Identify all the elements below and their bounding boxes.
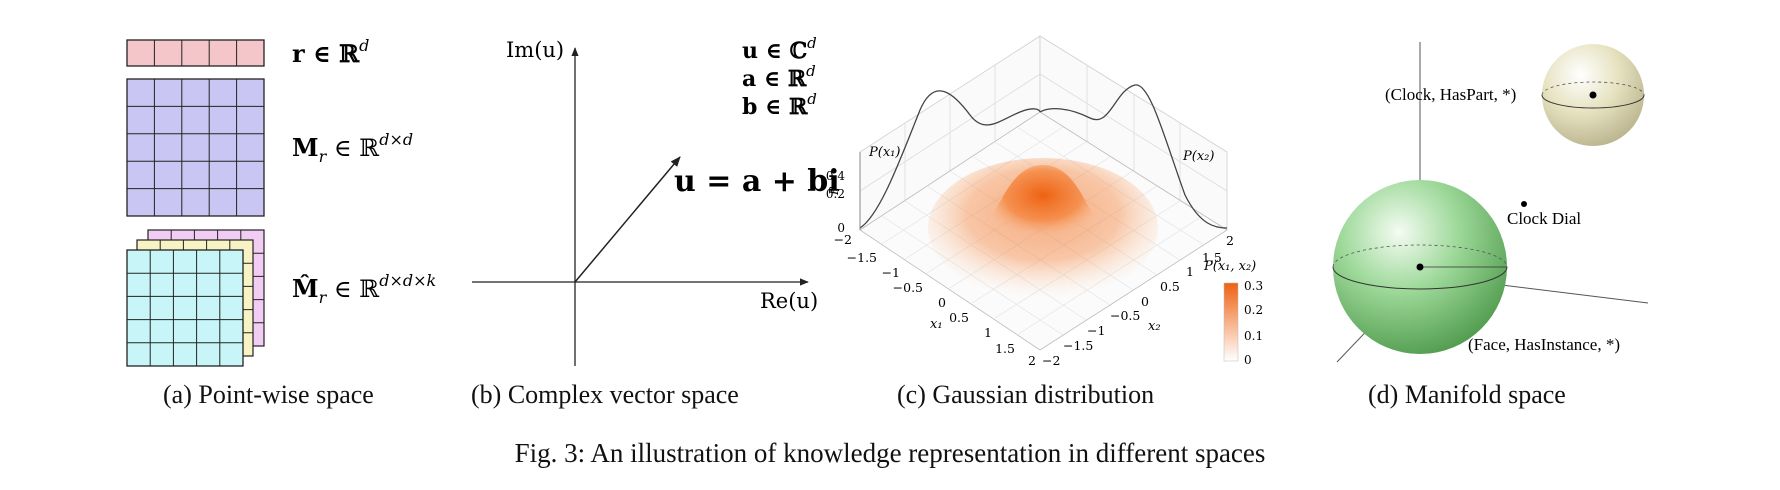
- label-p-x1: P(x₁): [868, 145, 900, 160]
- marginal-x2-curve: [1039, 84, 1228, 229]
- im-axis-label: Im(u): [506, 38, 564, 62]
- label-face-hasinstance: (Face, HasInstance, *): [1468, 335, 1620, 354]
- x2-tick: −2: [1042, 353, 1060, 368]
- vector-u-arrow: [574, 156, 681, 283]
- x2-tick: −0.5: [1110, 308, 1140, 323]
- colorbar-tick: 0.1: [1244, 329, 1263, 343]
- p-tick: 0.2: [826, 187, 845, 201]
- matrix-m-grid: [126, 78, 265, 217]
- panel-d: (Clock, HasPart, *) Clock Dial (Face, Ha…: [1332, 42, 1649, 363]
- x2-tick: 2: [1226, 233, 1234, 248]
- label-clock-haspart: (Clock, HasPart, *): [1385, 85, 1516, 104]
- x2-tick: 0.5: [1160, 279, 1180, 294]
- x1-ticks: −2 −1.5 −1 −0.5 0 0.5 1 1.5 2: [834, 232, 1036, 368]
- caption-a: (a) Point-wise space: [163, 380, 374, 409]
- x2-axis-label: x₂: [1148, 319, 1161, 334]
- caption-c: (c) Gaussian distribution: [897, 380, 1155, 409]
- def-u: u ∈ ℂd: [742, 34, 817, 64]
- x1-tick: −0.5: [893, 280, 923, 295]
- p-tick: 0: [837, 221, 845, 235]
- x2-tick: 1: [1186, 264, 1194, 279]
- equation-u: u = a + bi: [674, 164, 840, 199]
- x1-tick: −2: [834, 232, 852, 247]
- label-r: r ∈ ℝd: [292, 36, 369, 68]
- def-a: a ∈ ℝd: [742, 62, 816, 92]
- x2-tick: −1: [1087, 323, 1105, 338]
- x1-tick: 1: [984, 325, 992, 340]
- panel-c: P(x₁) P(x₂) P 0 0.2 0.4 −2 −1.5 −1 −0.5 …: [826, 35, 1263, 368]
- colorbar-tick: 0.2: [1244, 303, 1263, 317]
- colorbar-tick: 0: [1244, 353, 1252, 367]
- x1-tick: 0: [938, 295, 946, 310]
- panel-a: r ∈ ℝd Mr ∈ ℝd×d M̂r ∈ ℝd×d×k: [126, 36, 436, 367]
- tensor-grid: [126, 229, 265, 367]
- gaussian-peak: [985, 165, 1101, 241]
- label-m-hat: M̂r ∈ ℝd×d×k: [292, 271, 436, 307]
- re-axis-label: Re(u): [760, 289, 818, 313]
- label-p-x2: P(x₂): [1182, 149, 1214, 164]
- x2-tick: −1.5: [1063, 338, 1093, 353]
- colorbar-title: P(x₁, x₂): [1203, 259, 1256, 274]
- caption-d: (d) Manifold space: [1368, 380, 1566, 409]
- x1-axis-label: x₁: [930, 317, 943, 332]
- colorbar: [1223, 282, 1239, 362]
- x2-tick: 1.5: [1202, 250, 1222, 265]
- caption-b: (b) Complex vector space: [471, 380, 739, 409]
- x1-tick: −1.5: [847, 250, 877, 265]
- x1-tick: 0.5: [949, 310, 969, 325]
- x1-tick: 1.5: [995, 341, 1015, 356]
- marginal-x1-curve: [859, 90, 1041, 229]
- label-m: Mr ∈ ℝd×d: [292, 130, 413, 166]
- x2-ticks: −2 −1.5 −1 −0.5 0 0.5 1 1.5 2: [1042, 233, 1234, 368]
- p-axis-label: P: [827, 186, 841, 196]
- colorbar-ticks: 0.3 0.2 0.1 0: [1244, 279, 1263, 367]
- vector-r-grid: [126, 39, 265, 67]
- panel-b: Im(u) Re(u) u ∈ ℂd a ∈ ℝd b ∈ ℝd u = a +…: [472, 34, 840, 366]
- def-b: b ∈ ℝd: [742, 90, 817, 120]
- figure-caption: Fig. 3: An illustration of knowledge rep…: [514, 438, 1266, 468]
- p-tick: 0.4: [826, 169, 845, 183]
- label-clock-dial: Clock Dial: [1507, 209, 1581, 228]
- tensor-layer-front: [126, 249, 244, 367]
- colorbar-tick: 0.3: [1244, 279, 1263, 293]
- x2-tick: 0: [1141, 294, 1149, 309]
- x1-tick: −1: [882, 265, 900, 280]
- clock-dial-point: [1521, 201, 1527, 207]
- x1-tick: 2: [1028, 353, 1036, 368]
